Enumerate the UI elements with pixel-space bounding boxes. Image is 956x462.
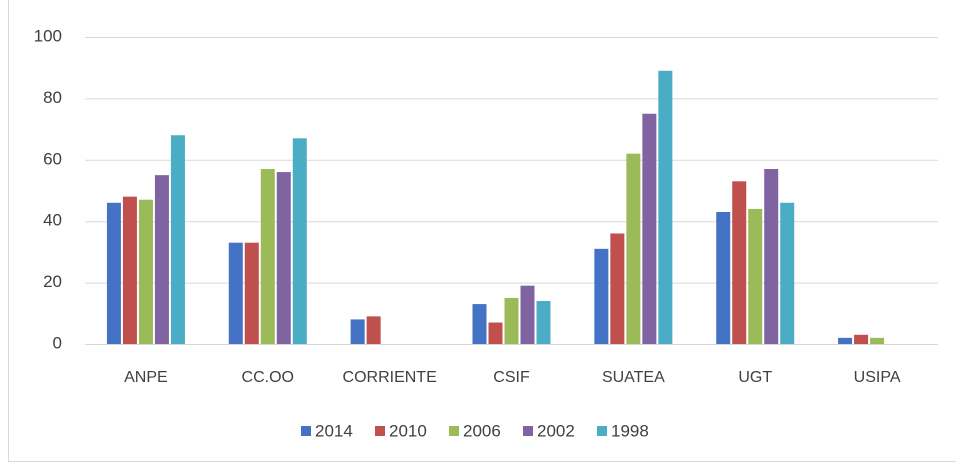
bar (764, 169, 779, 344)
bar (626, 153, 641, 344)
x-tick-label: CORRIENTE (343, 369, 437, 386)
bar (504, 297, 519, 344)
bar (138, 199, 153, 344)
y-tick-label: 0 (53, 333, 62, 352)
legend-label: 2006 (463, 421, 501, 440)
bar (780, 202, 795, 344)
bar (276, 172, 291, 344)
y-tick-label: 40 (43, 211, 62, 230)
y-tick-label: 100 (34, 26, 62, 45)
legend-swatch (597, 426, 607, 436)
bar (106, 202, 121, 344)
bar (732, 181, 747, 344)
y-tick-label: 60 (43, 149, 62, 168)
bar (854, 334, 869, 344)
bar (170, 135, 185, 344)
bar (716, 211, 731, 344)
bar (350, 319, 365, 344)
x-tick-label: USIPA (854, 369, 901, 386)
bar (472, 304, 487, 344)
legend-swatch (523, 426, 533, 436)
legend-label: 2002 (537, 421, 575, 440)
y-tick-label: 20 (43, 272, 62, 291)
legend-swatch (375, 426, 385, 436)
y-tick-label: 80 (43, 88, 62, 107)
bar (520, 285, 535, 344)
bar (642, 113, 657, 344)
bar (260, 169, 275, 344)
legend-label: 2010 (389, 421, 427, 440)
bar (594, 248, 609, 344)
bar (366, 316, 381, 344)
x-tick-label: ANPE (124, 369, 168, 386)
bar (244, 242, 259, 344)
bar (536, 301, 551, 344)
legend-swatch (301, 426, 311, 436)
x-tick-label: CSIF (493, 369, 530, 386)
bar (228, 242, 243, 344)
bar (870, 337, 885, 344)
x-tick-label: CC.OO (242, 369, 294, 386)
x-tick-label: UGT (738, 369, 772, 386)
legend-label: 2014 (315, 421, 353, 440)
bar (122, 196, 137, 344)
bar (658, 70, 673, 345)
bar (488, 322, 503, 344)
bar (838, 337, 853, 344)
legend-label: 1998 (611, 421, 649, 440)
bar (748, 208, 763, 344)
x-tick-label: SUATEA (602, 369, 665, 386)
legend-swatch (449, 426, 459, 436)
bar (292, 138, 307, 344)
bar (610, 233, 625, 344)
bar (154, 175, 169, 344)
